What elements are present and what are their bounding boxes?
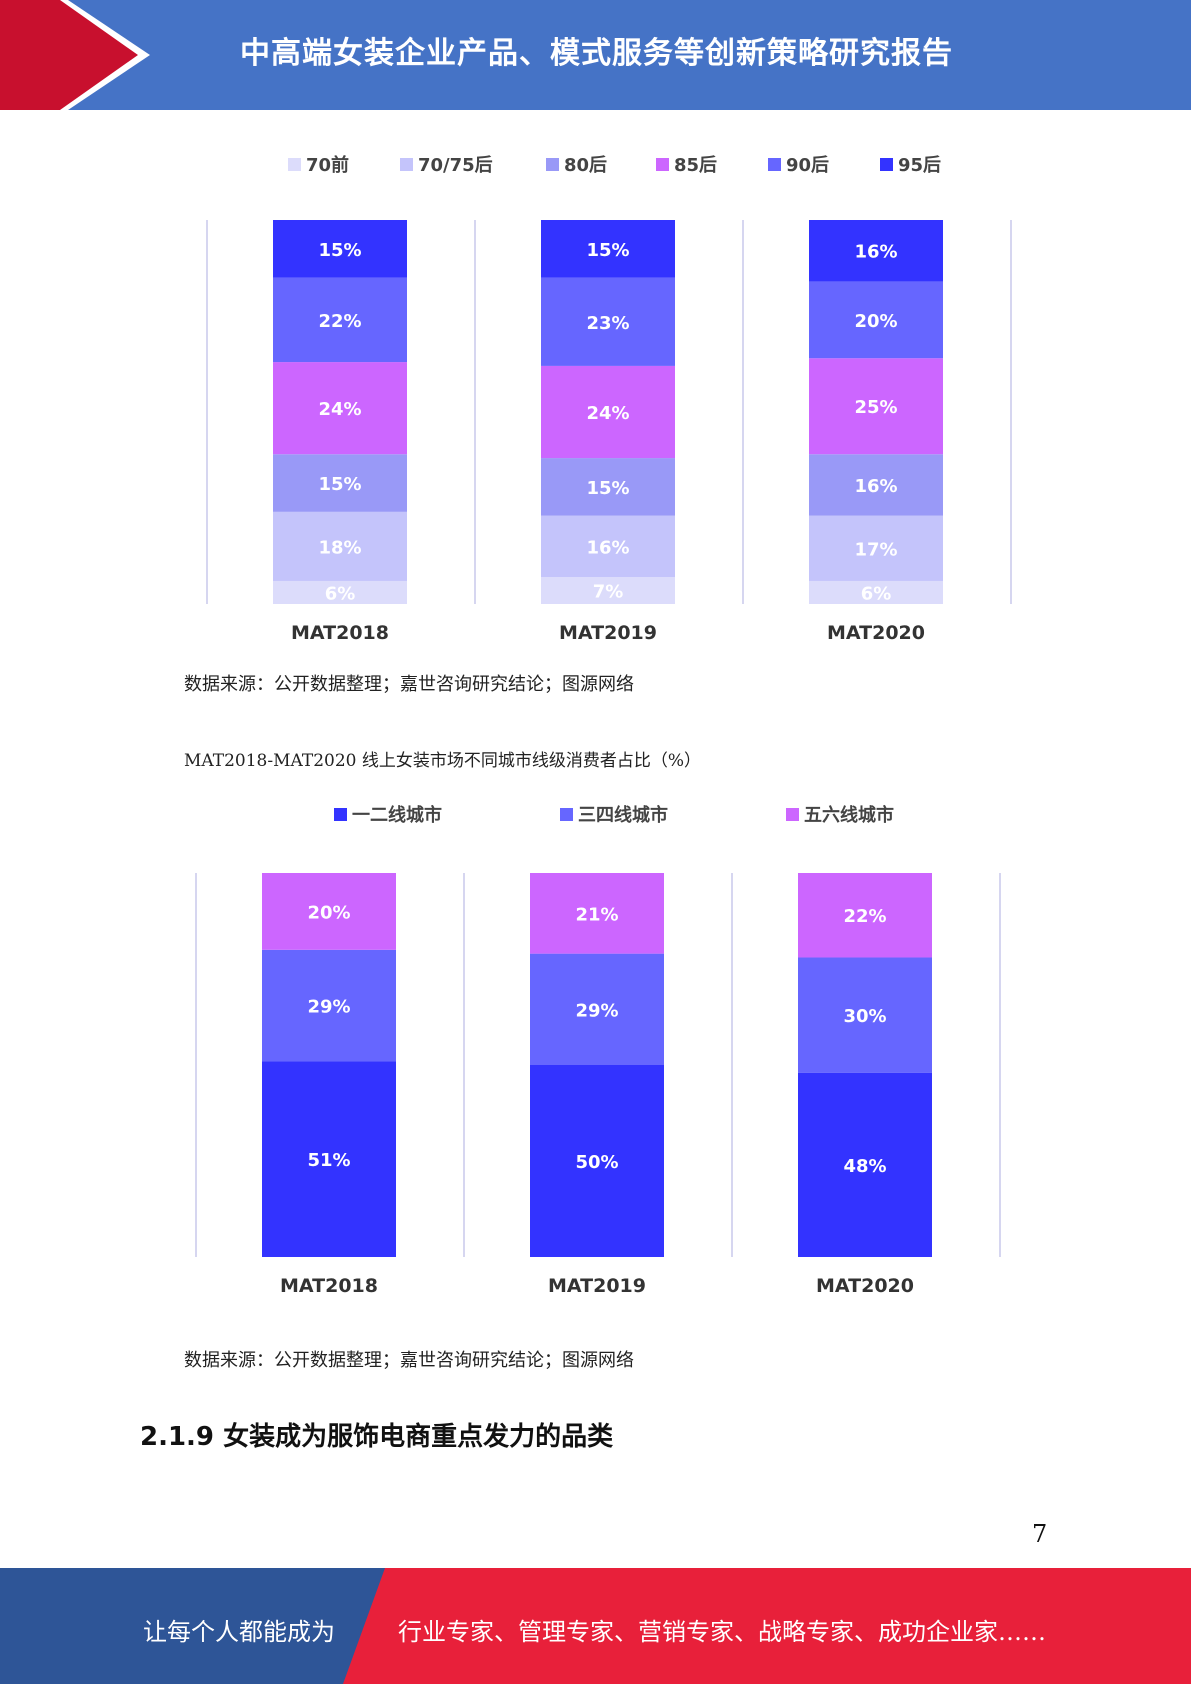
bar-segment (809, 358, 943, 455)
legend-label: 90后 (786, 155, 829, 176)
source-note: 数据来源：公开数据整理；嘉世咨询研究结论；图源网络 (184, 1350, 634, 1371)
data-label: 20% (307, 902, 350, 923)
data-label: 50% (575, 1152, 618, 1173)
category-label: MAT2019 (548, 1275, 646, 1297)
bar-segment (798, 1072, 932, 1257)
legend-swatch (656, 158, 669, 171)
bar-segment (809, 220, 943, 282)
bar-segment (541, 458, 675, 516)
data-label: 16% (854, 476, 897, 497)
legend-label: 一二线城市 (352, 804, 442, 826)
bar-segment (262, 949, 396, 1062)
bar-segment (541, 515, 675, 578)
legend-label: 五六线城市 (804, 804, 894, 826)
bar-segment (530, 1065, 664, 1257)
legend-swatch (400, 158, 413, 171)
city-tier-stacked-bar-chart: 一二线城市 三四线城市 五六线城市 51% 29% 20% MAT2018 50% 29% 21%… (195, 804, 1001, 1297)
page-number: 7 (1032, 1520, 1048, 1548)
data-label: 22% (318, 311, 361, 332)
section-heading: 2.1.9 女装成为服饰电商重点发力的品类 (140, 1422, 614, 1452)
bar-segment (798, 873, 932, 958)
bar-segment (273, 220, 407, 278)
legend-label: 80后 (564, 155, 607, 176)
data-label: 16% (854, 242, 897, 263)
bar-segment (809, 580, 943, 604)
data-label: 20% (854, 311, 897, 332)
page-footer: 让每个人都能成为 行业专家、管理专家、营销专家、战略专家、成功企业家…… (0, 1568, 1191, 1684)
data-label: 22% (843, 906, 886, 927)
legend-label: 三四线城市 (578, 804, 668, 826)
legend-label: 70/75后 (418, 155, 493, 176)
category-label: MAT2018 (291, 622, 389, 644)
legend-swatch (546, 158, 559, 171)
age-group-stacked-bar-chart: 70前 70/75后 80后 85后 90后 95后 6% 18% 15% 24% 22% 15% MA… (206, 154, 1012, 644)
data-label: 15% (318, 474, 361, 495)
bar-segment (530, 953, 664, 1065)
data-label: 24% (318, 399, 361, 420)
page-header: 中高端女装企业产品、模式服务等创新策略研究报告 (0, 0, 1191, 110)
source-note: 数据来源：公开数据整理；嘉世咨询研究结论；图源网络 (184, 674, 634, 695)
bar-segment (798, 957, 932, 1073)
bar-segment (273, 580, 407, 604)
data-label: 21% (575, 904, 618, 925)
legend-swatch (560, 808, 573, 821)
bar-segment (530, 873, 664, 954)
legend-swatch (334, 808, 347, 821)
bar-segment (262, 873, 396, 950)
bar-segment (809, 515, 943, 581)
bar-segment (541, 277, 675, 366)
bar-segment (809, 454, 943, 516)
data-label: 29% (307, 996, 350, 1017)
legend-label: 70前 (306, 154, 349, 176)
data-label: 7% (593, 582, 624, 603)
data-label: 30% (843, 1006, 886, 1027)
data-label: 18% (318, 537, 361, 558)
bar-segment (262, 1061, 396, 1257)
data-label: 23% (586, 313, 629, 334)
bar-segment (541, 365, 675, 459)
bar-segment (273, 362, 407, 455)
data-label: 6% (325, 583, 356, 604)
category-label: MAT2020 (827, 622, 925, 644)
legend-swatch (768, 158, 781, 171)
bar-segment (273, 454, 407, 512)
data-label: 6% (861, 583, 892, 604)
data-label: 16% (586, 537, 629, 558)
data-label: 51% (307, 1150, 350, 1171)
footer-slogan-right: 行业专家、管理专家、营销专家、战略专家、成功企业家…… (398, 1618, 1046, 1646)
category-label: MAT2020 (816, 1275, 914, 1297)
data-label: 25% (854, 397, 897, 418)
legend-swatch (786, 808, 799, 821)
data-label: 48% (843, 1156, 886, 1177)
chart-heading: MAT2018-MAT2020 线上女装市场不同城市线级消费者占比（%） (184, 751, 702, 771)
data-label: 15% (586, 240, 629, 261)
header-arrow-icon (0, 0, 150, 110)
legend-label: 95后 (898, 155, 941, 176)
bar-segment (273, 511, 407, 581)
legend-swatch (288, 158, 301, 171)
report-title: 中高端女装企业产品、模式服务等创新策略研究报告 (240, 36, 953, 71)
bar-segment (273, 277, 407, 363)
legend-swatch (880, 158, 893, 171)
footer-slogan-left: 让每个人都能成为 (143, 1618, 335, 1646)
footer-background (0, 1568, 1191, 1684)
bar-segment (541, 220, 675, 278)
data-label: 29% (575, 1000, 618, 1021)
data-label: 17% (854, 539, 897, 560)
category-label: MAT2019 (559, 622, 657, 644)
bar-segment (809, 281, 943, 359)
category-label: MAT2018 (280, 1275, 378, 1297)
bar-segment (541, 577, 675, 604)
data-label: 15% (318, 240, 361, 261)
legend-label: 85后 (674, 155, 717, 176)
data-label: 15% (586, 478, 629, 499)
data-label: 24% (586, 403, 629, 424)
